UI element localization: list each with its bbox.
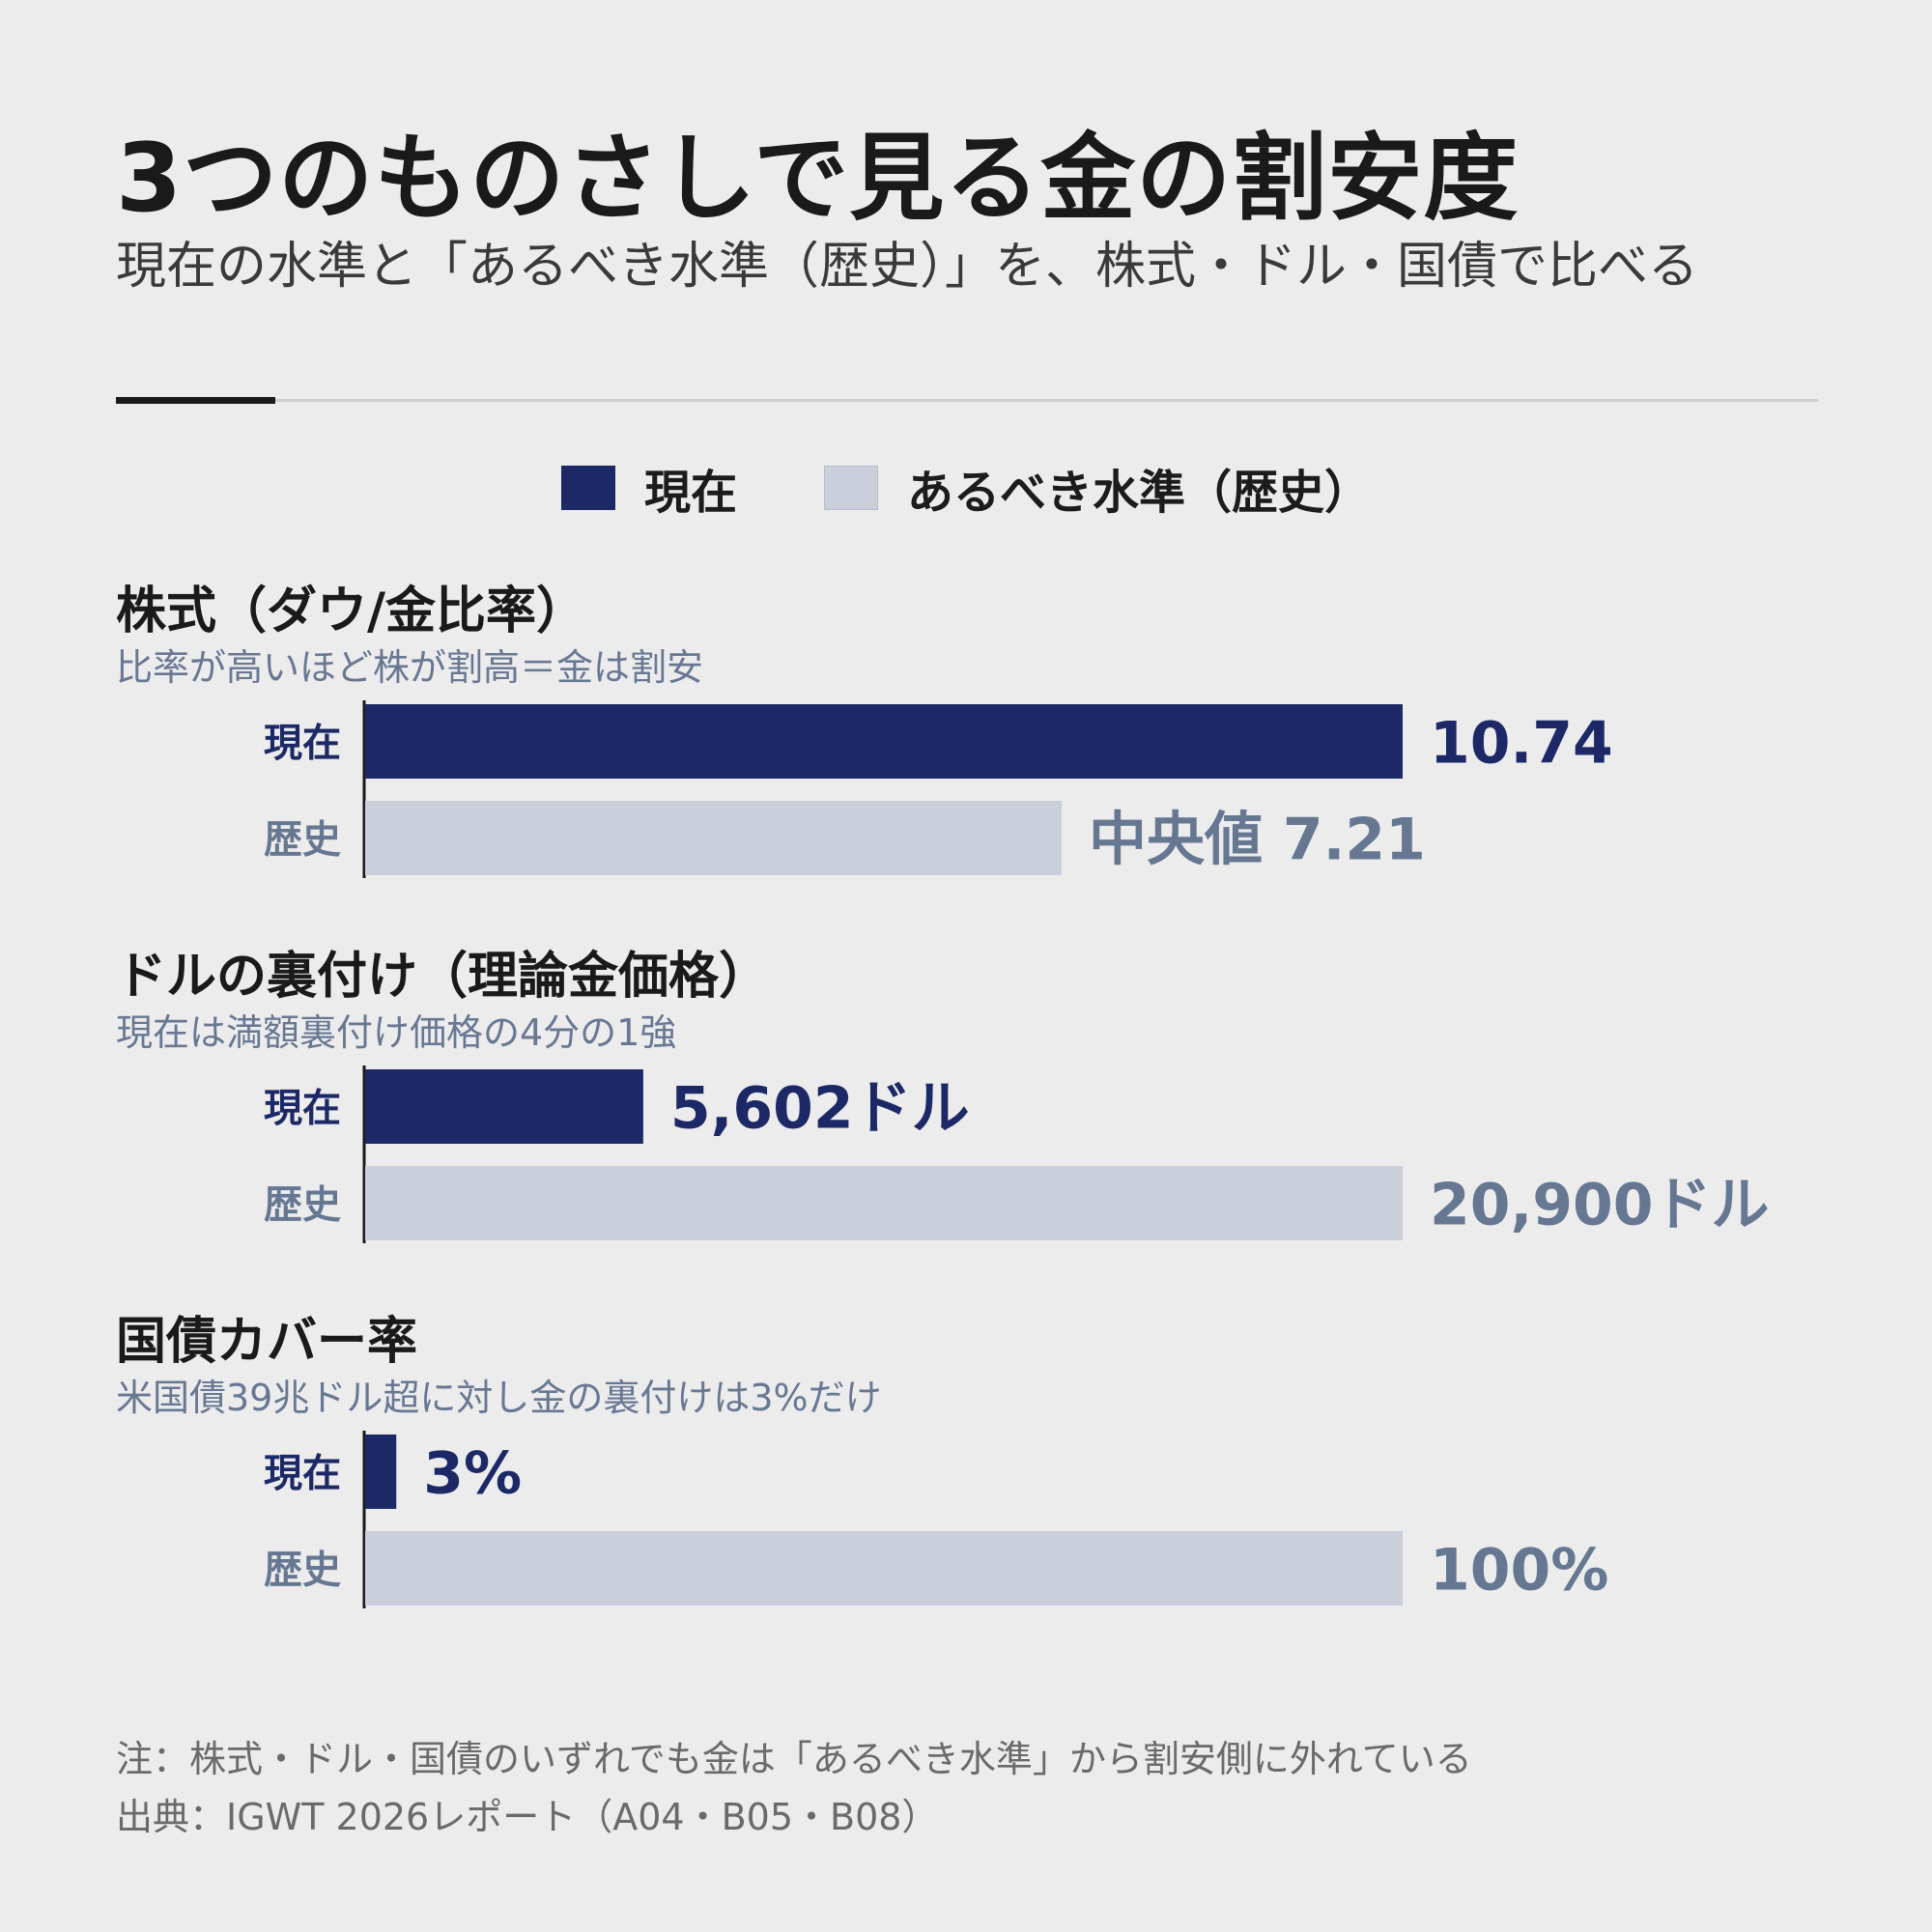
legend-swatch-current [560, 466, 615, 510]
panel-title-dollar: ドルの裏付け（理論金価格） [116, 948, 770, 1006]
legend-label-history: あるべき水準（歴史） [907, 466, 1372, 520]
chart-subtitle: 現在の水準と「あるべき水準（歴史）」を、株式・ドル・国債で比べる [116, 238, 1699, 296]
category-label-stocks-history: 歴史 [264, 818, 341, 863]
legend-swatch-history [824, 466, 878, 510]
footnote-source: 出典：IGWT 2026レポート（A04・B05・B08） [116, 1796, 939, 1838]
bar-treasury-current [365, 1435, 397, 1509]
header-divider [116, 399, 1818, 402]
category-label-dollar-history: 歴史 [264, 1183, 341, 1228]
bar-stocks-current [365, 704, 1403, 779]
panel-subtitle-treasury: 米国債39兆ドル超に対し金の裏付けは3%だけ [116, 1377, 882, 1419]
category-label-treasury-history: 歴史 [264, 1548, 341, 1593]
panel-subtitle-dollar: 現在は満額裏付け価格の4分の1強 [116, 1011, 677, 1054]
value-label-stocks-history: 中央値 7.21 [1089, 807, 1426, 874]
category-label-treasury-current: 現在 [264, 1452, 341, 1496]
category-label-stocks-current: 現在 [264, 722, 341, 766]
chart-title: 3つのものさしで見る金の割安度 [116, 124, 1520, 234]
header-divider-accent [116, 397, 275, 404]
legend-item-current: 現在 [560, 454, 737, 522]
bar-stocks-history [365, 801, 1062, 875]
bar-dollar-current [365, 1069, 643, 1144]
legend: 現在 あるべき水準（歴史） [0, 454, 1932, 522]
value-label-dollar-current: 5,602ドル [670, 1075, 970, 1143]
panel-title-treasury: 国債カバー率 [116, 1313, 418, 1371]
value-label-stocks-current: 10.74 [1430, 710, 1613, 778]
value-label-treasury-current: 3% [423, 1440, 522, 1508]
panel-subtitle-stocks: 比率が高いほど株が割高＝金は割安 [116, 646, 704, 689]
legend-item-history: あるべき水準（歴史） [824, 454, 1371, 522]
panel-title-stocks: 株式（ダウ/金比率） [116, 582, 586, 640]
value-label-treasury-history: 100% [1430, 1537, 1608, 1605]
category-label-dollar-current: 現在 [264, 1087, 341, 1131]
legend-label-current: 現在 [643, 466, 737, 520]
footnote-note: 注：株式・ドル・国債のいずれでも金は「あるべき水準」から割安側に外れている [116, 1738, 1472, 1780]
bar-dollar-history [365, 1166, 1403, 1240]
bar-treasury-history [365, 1531, 1403, 1605]
value-label-dollar-history: 20,900ドル [1430, 1172, 1770, 1239]
